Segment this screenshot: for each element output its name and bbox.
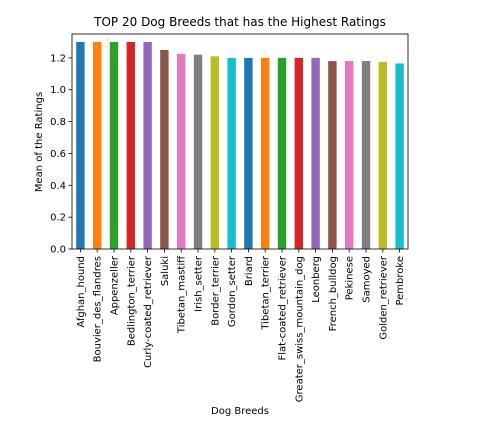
x-tick-label: Briard (244, 256, 255, 286)
chart-title: TOP 20 Dog Breeds that has the Highest R… (93, 15, 386, 29)
x-tick-label: Tibetan_terrier (261, 255, 272, 331)
x-tick-label: Curly-coated_retriever (143, 255, 154, 368)
y-axis-label: Mean of the Ratings (34, 92, 45, 192)
bars-group (76, 42, 404, 249)
y-tick-label: 0.4 (50, 181, 66, 192)
y-tick-label: 0.8 (50, 117, 66, 128)
x-tick-label: Samoyed (362, 256, 373, 303)
bar-bouvier_des_flandres (93, 42, 101, 249)
x-tick-label: Border_terrier (210, 255, 221, 326)
x-tick-label: Tibetan_mastiff (177, 255, 188, 334)
x-tick-label: French_bulldog (328, 256, 339, 331)
x-tick-label: Bouvier_des_flandres (93, 256, 104, 362)
bar-greater_swiss_mountain_dog (295, 58, 303, 249)
y-tick-label: 1.0 (50, 85, 66, 96)
x-tick-label: Golden_retriever (378, 255, 389, 340)
bar-golden_retriever (379, 62, 387, 249)
bar-pekinese (345, 61, 353, 249)
y-tick-label: 0.0 (50, 245, 66, 256)
x-tick-label: Flat-coated_retriever (278, 255, 289, 360)
bar-appenzeller (110, 42, 118, 249)
bar-border_terrier (211, 56, 219, 249)
x-tick-label: Appenzeller (110, 255, 121, 315)
bar-tibetan_terrier (261, 58, 269, 249)
bar-flat-coated_retriever (278, 58, 286, 249)
bar-afghan_hound (76, 42, 84, 249)
bar-tibetan_mastiff (177, 54, 185, 249)
x-tick-label: Bedlington_terrier (126, 255, 137, 346)
bar-irish_setter (194, 55, 202, 249)
x-tick-label: Pekinese (345, 256, 356, 300)
y-tick-label: 1.2 (50, 53, 66, 64)
bar-gordon_setter (227, 58, 235, 249)
x-tick-label: Pembroke (395, 256, 406, 306)
bar-curly-coated_retriever (143, 42, 151, 249)
x-tick-label: Gordon_setter (227, 255, 238, 327)
x-tick-label: Greater_swiss_mountain_dog (294, 256, 305, 402)
bar-french_bulldog (328, 61, 336, 249)
plot-frame (72, 34, 408, 249)
y-tick-label: 0.2 (50, 213, 66, 224)
bar-pembroke (395, 63, 403, 249)
x-tick-label: Irish_setter (194, 255, 205, 312)
bar-leonberg (311, 58, 319, 249)
y-axis-ticks: 0.0 0.2 0.4 0.6 0.8 1.0 1.2 (50, 53, 72, 255)
x-tick-label: Saluki (160, 256, 171, 286)
x-tick-label: Afghan_hound (76, 256, 87, 328)
y-tick-label: 0.6 (50, 149, 66, 160)
bar-saluki (160, 50, 168, 249)
bar-samoyed (362, 61, 370, 249)
bar-bedlington_terrier (127, 42, 135, 249)
x-tick-label: Leonberg (311, 256, 322, 303)
bar-briard (244, 58, 252, 249)
x-axis-label: Dog Breeds (211, 406, 269, 417)
x-axis-ticks: Afghan_hound Bouvier_des_flandres Appenzel… (76, 249, 406, 402)
